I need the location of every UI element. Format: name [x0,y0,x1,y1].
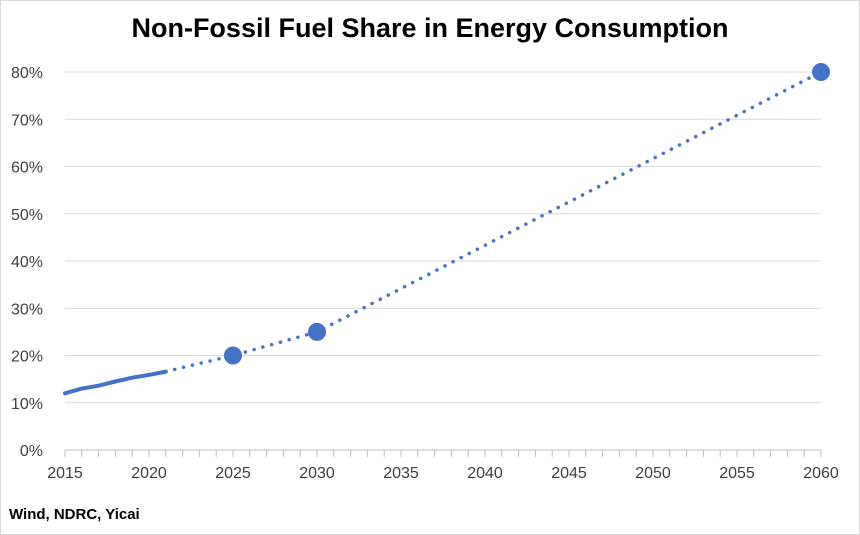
y-tick-label: 50% [11,207,43,224]
chart-title: Non-Fossil Fuel Share in Energy Consumpt… [131,13,729,43]
y-tick-label: 20% [11,349,43,366]
gridlines [65,71,821,404]
projected-series-line [164,70,823,374]
x-tick-label: 2020 [131,465,167,482]
historical-series-line [63,369,168,396]
y-tick-label: 80% [11,65,43,82]
x-axis [64,449,822,457]
target-point [812,63,830,81]
x-tick-label: 2015 [47,465,83,482]
target-point [308,322,326,341]
source-note: Wind, NDRC, Yicai [9,506,140,523]
y-tick-label: 70% [11,112,43,129]
x-tick-label: 2025 [215,465,251,482]
x-tick-label: 2035 [383,465,419,482]
x-tick-labels: 2015 2020 2025 2030 2035 2040 2045 2050 2055 2060 [47,465,839,482]
y-tick-label: 30% [11,301,43,318]
series-lines [63,70,823,396]
y-tick-labels: 0% 10% 20% 30% 40% 50% 60% 70% 80% [11,65,43,460]
x-tick-label: 2060 [803,465,839,482]
x-tick-label: 2030 [299,465,335,482]
y-tick-label: 0% [20,443,43,460]
x-tick-label: 2055 [719,465,755,482]
y-tick-label: 60% [11,160,43,177]
target-markers [224,63,830,365]
x-tick-label: 2040 [467,465,503,482]
y-tick-label: 10% [11,396,43,413]
x-tick-label: 2050 [635,465,671,482]
y-tick-label: 40% [11,254,43,271]
target-point [224,346,242,365]
x-tick-label: 2045 [551,465,587,482]
